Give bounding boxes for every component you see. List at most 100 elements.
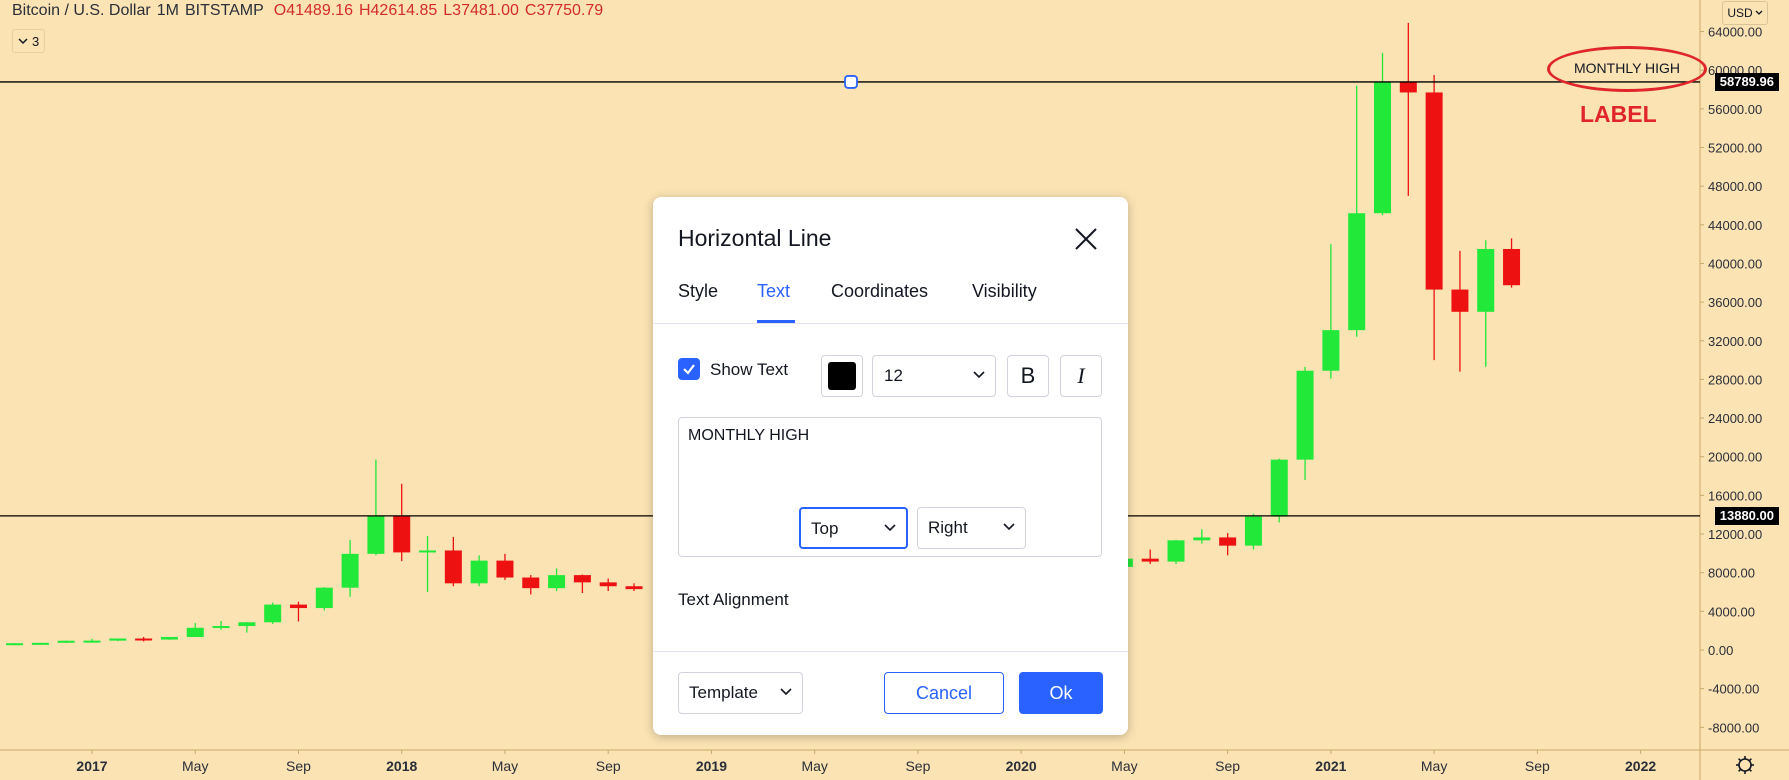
open-value: O41489.16 xyxy=(273,2,353,19)
interval[interactable]: 1M xyxy=(156,2,179,19)
y-tick-label: 36000.00 xyxy=(1708,295,1762,310)
template-label: Template xyxy=(689,683,758,702)
candle-body xyxy=(135,638,153,641)
dialog-title: Horizontal Line xyxy=(678,225,832,251)
tab-text[interactable]: Text xyxy=(757,281,791,301)
bold-button[interactable]: B xyxy=(1007,355,1049,397)
close-icon[interactable] xyxy=(1071,224,1101,254)
price-tag-upper-line: 58789.96 xyxy=(1714,72,1779,91)
candle-body xyxy=(1244,516,1262,546)
vertical-alignment-select[interactable]: Top xyxy=(799,507,908,549)
y-tick-label: 12000.00 xyxy=(1708,527,1762,542)
candle-body xyxy=(186,627,204,638)
settings-icon[interactable] xyxy=(1736,756,1754,774)
candle-body xyxy=(625,586,643,590)
show-text-label[interactable]: Show Text xyxy=(710,360,789,379)
annotation-label: LABEL xyxy=(1580,101,1657,127)
low-value: L37481.00 xyxy=(443,2,519,19)
font-size-value: 12 xyxy=(884,366,903,385)
y-tick-label: 16000.00 xyxy=(1708,488,1762,503)
text-input[interactable]: MONTHLY HIGH xyxy=(678,417,1102,557)
y-tick-label: 44000.00 xyxy=(1708,218,1762,233)
candle-body xyxy=(57,640,75,643)
x-tick-label: May xyxy=(182,758,208,774)
x-tick-label: 2022 xyxy=(1625,758,1656,774)
checkmark-icon xyxy=(683,364,695,375)
candle-body xyxy=(238,622,256,627)
candle-body xyxy=(470,560,488,584)
symbol-name[interactable]: Bitcoin / U.S. Dollar xyxy=(12,2,151,19)
x-tick-label: 2020 xyxy=(1006,758,1037,774)
y-tick-label: 20000.00 xyxy=(1708,450,1762,465)
candle-body xyxy=(315,587,333,609)
dialog-tabs: Style Text Coordinates Visibility xyxy=(653,277,1128,324)
line-anchor-handle[interactable] xyxy=(844,75,858,89)
chevron-down-icon xyxy=(780,688,792,696)
candle-body xyxy=(1219,537,1237,546)
chevron-down-icon xyxy=(1755,10,1763,15)
italic-button[interactable]: I xyxy=(1060,355,1102,397)
candle-body xyxy=(548,575,566,589)
x-tick-label: May xyxy=(1111,758,1137,774)
x-tick-label: 2019 xyxy=(696,758,727,774)
currency-label: USD xyxy=(1727,6,1753,20)
indicators-toggle[interactable]: 3 xyxy=(12,29,46,53)
candle-body xyxy=(573,575,591,583)
candle-body xyxy=(1270,459,1288,517)
candle-body xyxy=(1503,248,1521,286)
chevron-down-icon xyxy=(18,38,28,45)
candle-body xyxy=(1425,92,1443,290)
candle-body xyxy=(109,638,127,641)
tab-style[interactable]: Style xyxy=(678,281,719,301)
candle-body xyxy=(599,582,617,587)
x-tick-label: Sep xyxy=(286,758,311,774)
candle-body xyxy=(1451,289,1469,312)
close-value: C37750.79 xyxy=(524,2,604,19)
x-tick-label: 2017 xyxy=(76,758,107,774)
template-select[interactable]: Template xyxy=(678,672,803,714)
price-tag-lower-line: 13880.00 xyxy=(1714,506,1779,525)
y-tick-label: 64000.00 xyxy=(1708,25,1762,40)
x-tick-label: 2021 xyxy=(1315,758,1346,774)
y-tick-label: 24000.00 xyxy=(1708,411,1762,426)
y-tick-label: 48000.00 xyxy=(1708,179,1762,194)
candle-body xyxy=(367,515,385,554)
horizontal-line-settings-dialog: Horizontal Line Style Text Coordinates V… xyxy=(653,197,1128,735)
color-swatch xyxy=(828,362,856,390)
candle-body xyxy=(1296,370,1314,460)
cancel-button[interactable]: Cancel xyxy=(884,672,1004,714)
candle-body xyxy=(289,604,307,609)
x-tick-label: Sep xyxy=(1525,758,1550,774)
text-color-button[interactable] xyxy=(821,355,863,397)
indicator-count: 3 xyxy=(32,33,40,49)
candle-body xyxy=(31,642,49,645)
x-tick-label: Sep xyxy=(1215,758,1240,774)
y-tick-label: -8000.00 xyxy=(1708,720,1759,735)
active-tab-indicator xyxy=(757,320,795,323)
show-text-checkbox[interactable] xyxy=(678,358,700,380)
y-tick-label: 8000.00 xyxy=(1708,566,1755,581)
x-tick-label: 2018 xyxy=(386,758,417,774)
candle-body xyxy=(1399,81,1417,93)
text-alignment-label: Text Alignment xyxy=(678,590,789,609)
tab-coordinates[interactable]: Coordinates xyxy=(831,281,929,301)
font-size-select[interactable]: 12 xyxy=(872,355,996,397)
currency-selector[interactable]: USD xyxy=(1722,1,1768,25)
horizontal-alignment-select[interactable]: Right xyxy=(917,507,1026,549)
ok-button[interactable]: Ok xyxy=(1019,672,1103,714)
chevron-down-icon xyxy=(884,524,896,532)
candle-body xyxy=(6,643,24,646)
symbol-legend: Bitcoin / U.S. Dollar 1M BITSTAMP O41489… xyxy=(12,2,603,20)
vertical-alignment-value: Top xyxy=(811,519,839,538)
candle-body xyxy=(1477,248,1495,312)
x-tick-label: Sep xyxy=(905,758,930,774)
candle-body xyxy=(1374,81,1391,214)
candle-body xyxy=(1322,330,1340,371)
candle-body xyxy=(160,637,178,640)
candle-body xyxy=(496,560,514,578)
candle-body xyxy=(393,515,411,553)
horizontal-alignment-value: Right xyxy=(928,518,968,537)
candle-body xyxy=(264,604,282,623)
tab-visibility[interactable]: Visibility xyxy=(972,281,1037,301)
